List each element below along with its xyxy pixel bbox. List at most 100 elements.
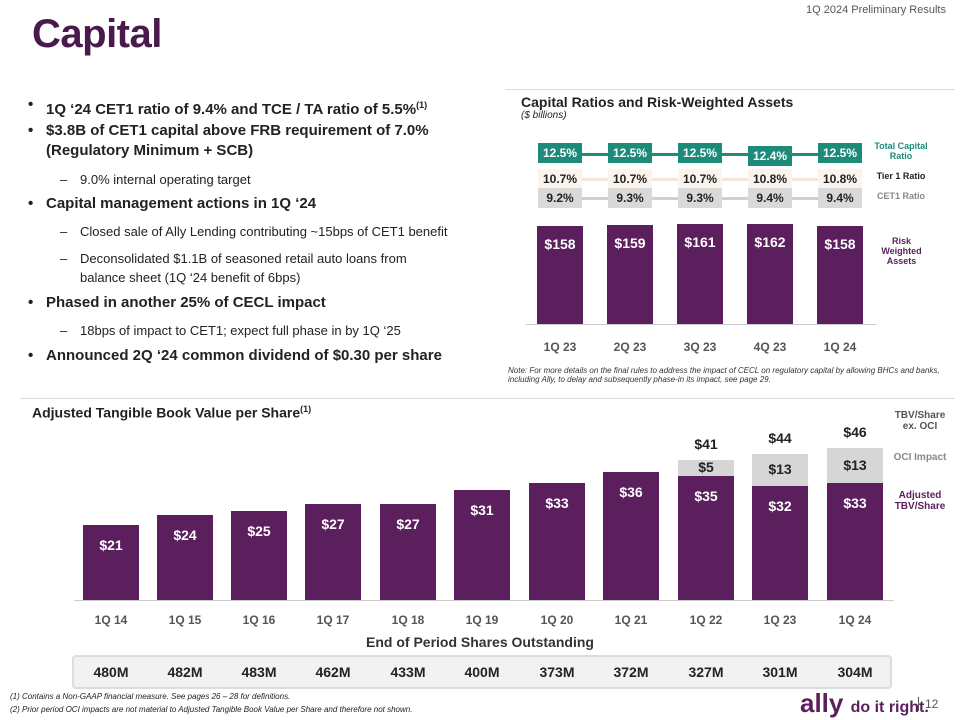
- bullet-item: • Announced 2Q ‘24 common dividend of $0.…: [28, 346, 442, 366]
- shares-value: 373M: [539, 664, 575, 680]
- x-tick-label: 1Q 22: [689, 613, 723, 627]
- bullet-item: balance sheet (1Q ‘24 benefit of 6bps): [80, 268, 300, 288]
- rwa-label: $162: [754, 233, 786, 250]
- rwa-bar: [817, 226, 863, 324]
- oci-bar: [827, 448, 883, 483]
- total-label: $46: [843, 424, 867, 441]
- tbv-label: $25: [247, 523, 271, 540]
- shares-box: [72, 655, 892, 689]
- tbv-bar: [454, 489, 510, 600]
- tbv-bar: [529, 482, 585, 600]
- tbv-bar: [305, 504, 361, 600]
- oci-label: $13: [843, 456, 867, 473]
- bullet-item: • $3.8B of CET1 capital above FRB require…: [28, 121, 429, 141]
- bullet-text: (Regulatory Minimum + SCB): [46, 142, 254, 159]
- rwa-bar: [747, 223, 793, 324]
- x-tick-label: 1Q 21: [614, 613, 648, 627]
- logo-tagline: do it right.: [850, 699, 929, 716]
- rwa-label: $161: [684, 234, 716, 251]
- oci-bar: [678, 459, 734, 476]
- rwa-label: $159: [614, 235, 646, 252]
- rwa-bar: [677, 224, 723, 324]
- shares-title: End of Period Shares Outstanding: [366, 634, 594, 650]
- bullet-item: – Deconsolidated $1.1B of seasoned retail…: [60, 249, 407, 269]
- tbv-bar: [752, 486, 808, 600]
- page-number: 12: [918, 697, 938, 711]
- ratio-label: 10.7%: [678, 169, 722, 189]
- legend-tier1: Tier 1 Ratio: [876, 171, 926, 181]
- legend-oci: OCI Impact: [893, 452, 947, 463]
- shares-value: 462M: [315, 664, 351, 680]
- divider: [20, 398, 955, 399]
- ratio-label: 10.8%: [818, 169, 862, 189]
- x-tick-label: 1Q 17: [316, 613, 350, 627]
- bullet-text: Capital management actions in 1Q ‘24: [46, 195, 317, 212]
- bullet-sup: (1): [416, 100, 428, 110]
- ratio-label: 9.2%: [538, 188, 582, 208]
- tbv-label: $35: [694, 487, 718, 504]
- shares-value: 301M: [762, 664, 798, 680]
- x-tick-label: 1Q 24: [838, 613, 872, 627]
- shares-value: 483M: [241, 664, 277, 680]
- bullet-marker: •: [28, 195, 34, 212]
- ratio-label: 12.5%: [608, 143, 652, 163]
- ratio-label: 9.3%: [678, 188, 722, 208]
- shares-value: 433M: [390, 664, 426, 680]
- tbv-label: $24: [173, 526, 197, 543]
- rwa-bar: [607, 225, 653, 324]
- ratio-label: 12.5%: [678, 143, 722, 163]
- tbv-title-text: Adjusted Tangible Book Value per Share: [32, 404, 301, 421]
- bullet-marker: •: [28, 294, 34, 311]
- ratio-label: 10.8%: [748, 169, 792, 189]
- shares-value: 480M: [93, 664, 129, 680]
- x-tick-label: 1Q 23: [543, 340, 577, 354]
- ratio-label: 12.4%: [748, 146, 792, 166]
- tbv-label: $33: [843, 494, 867, 511]
- tbv-label: $21: [99, 537, 123, 554]
- tbv-chart-title: Adjusted Tangible Book Value per Share(1…: [32, 404, 311, 421]
- tbv-label: $27: [396, 516, 420, 533]
- bullet-text: Deconsolidated $1.1B of seasoned retail …: [80, 251, 407, 266]
- rwa-label: $158: [824, 236, 856, 253]
- ratio-label: 9.4%: [748, 188, 792, 208]
- bullet-text: Closed sale of Ally Lending contributing…: [80, 224, 448, 239]
- tbv-label: $27: [321, 516, 345, 533]
- tbv-label: $32: [768, 498, 792, 515]
- x-tick-label: 1Q 19: [465, 613, 499, 627]
- tbv-bar: [380, 504, 436, 600]
- header-text: 1Q 2024 Preliminary Results: [805, 4, 946, 16]
- total-label: $44: [768, 430, 792, 447]
- bullet-item: • Capital management actions in 1Q ‘24: [28, 194, 317, 214]
- bullet-marker: –: [60, 251, 68, 266]
- bullet-text: $3.8B of CET1 capital above FRB requirem…: [46, 122, 429, 139]
- oci-bar: [752, 454, 808, 487]
- bullet-marker: –: [60, 323, 68, 338]
- shares-value: 482M: [167, 664, 203, 680]
- legend-cet1: CET1 Ratio: [876, 191, 925, 201]
- footnote-2: (2) Prior period OCI impacts are not mat…: [10, 705, 413, 714]
- ratio-label: 9.4%: [818, 188, 862, 208]
- x-tick-label: 1Q 16: [242, 613, 276, 627]
- bullet-marker: –: [60, 172, 68, 187]
- bullet-marker: –: [60, 224, 68, 239]
- bullet-marker: •: [28, 96, 34, 113]
- footnote-1: (1) Contains a Non-GAAP financial measur…: [10, 692, 291, 701]
- x-tick-label: 3Q 23: [683, 340, 717, 354]
- bullet-text: Phased in another 25% of CECL impact: [46, 294, 326, 311]
- shares-value: 327M: [688, 664, 724, 680]
- x-tick-label: 1Q 23: [763, 613, 797, 627]
- bullet-item: (Regulatory Minimum + SCB): [46, 141, 253, 161]
- x-tick-label: 1Q 15: [168, 613, 202, 627]
- tbv-bar: [83, 525, 139, 600]
- ratio-label: 10.7%: [608, 169, 652, 189]
- x-tick-label: 1Q 14: [94, 613, 128, 627]
- bullet-text: balance sheet (1Q ‘24 benefit of 6bps): [80, 270, 301, 285]
- x-tick-label: 1Q 18: [391, 613, 425, 627]
- ratio-label: 12.5%: [818, 143, 862, 163]
- bullet-text: Announced 2Q ‘24 common dividend of $0.3…: [46, 347, 442, 364]
- page-title: Capital: [32, 12, 162, 56]
- tbv-title-sup: (1): [300, 404, 312, 414]
- ratio-label: 9.3%: [608, 188, 652, 208]
- bullet-text: 1Q ‘24 CET1 ratio of 9.4% and TCE / TA r…: [46, 101, 417, 118]
- tbv-bar: [603, 472, 659, 600]
